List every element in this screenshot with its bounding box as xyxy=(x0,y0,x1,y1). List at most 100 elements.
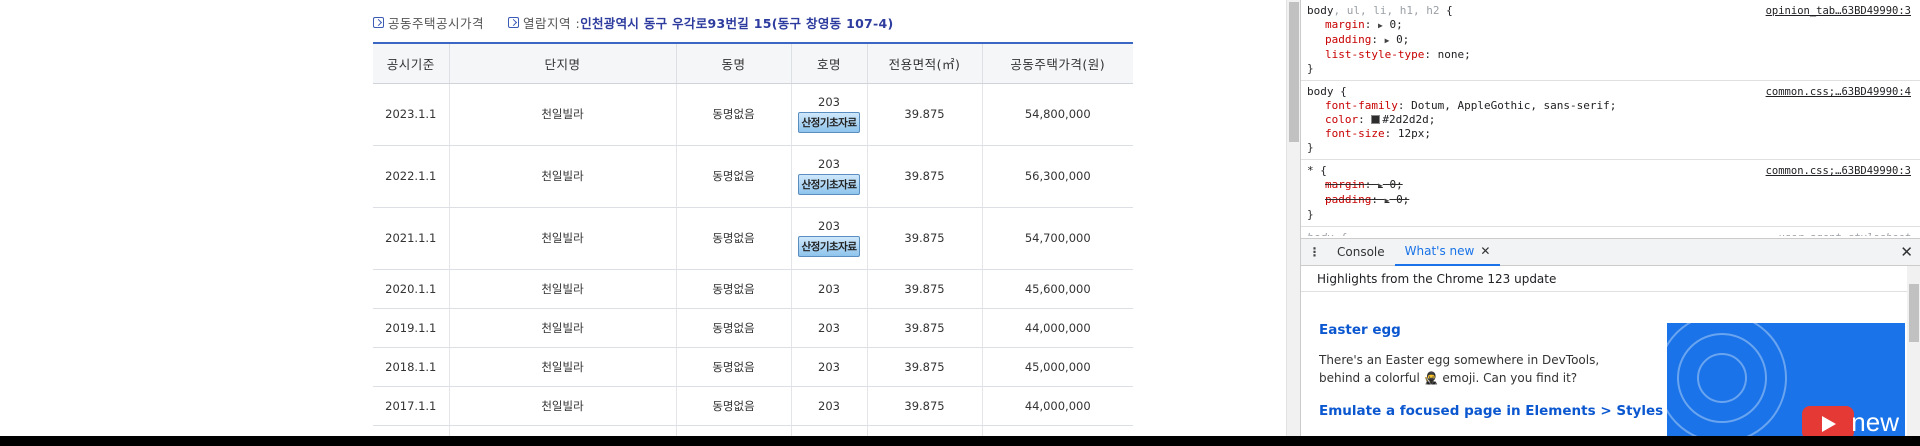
video-thumbnail[interactable]: new xyxy=(1667,323,1905,446)
cell-area: 39.875 xyxy=(867,83,983,146)
css-declaration-overridden[interactable]: margin: ▶ 0; xyxy=(1325,178,1403,191)
table-row: 2021.1.1 천일빌라 동명없음 203 산정기초자료 39.875 54,… xyxy=(373,207,1133,270)
cell-dong: 동명없음 xyxy=(676,347,792,387)
ho-number: 203 xyxy=(818,157,840,171)
cell-date: 2019.1.1 xyxy=(373,308,450,348)
cell-price: 45,000,000 xyxy=(982,347,1133,387)
whats-new-panel: Highlights from the Chrome 123 update Ea… xyxy=(1301,266,1920,446)
cell-area: 39.875 xyxy=(867,207,983,270)
cell-price: 56,300,000 xyxy=(982,145,1133,208)
css-rule: common.css;…63BD49990:4 body { font-fami… xyxy=(1301,81,1920,160)
calc-basis-button[interactable]: 산정기초자료 xyxy=(797,112,861,133)
ho-number: 203 xyxy=(818,95,840,109)
whats-new-title-link[interactable]: Easter egg xyxy=(1319,322,1401,338)
cell-ho: 203 산정기초자료 xyxy=(791,207,868,270)
breadcrumb: 공동주택공시가격 열람지역 : 인천광역시 동구 우각로93번길 15(동구 창… xyxy=(373,13,894,31)
cell-area: 39.875 xyxy=(867,347,983,387)
css-declaration[interactable]: color: #2d2d2d; xyxy=(1325,113,1436,126)
css-declaration[interactable]: padding: ▶ 0; xyxy=(1325,33,1410,46)
rule-source-link[interactable]: common.css;…63BD49990:4 xyxy=(1765,86,1911,98)
cell-price: 44,000,000 xyxy=(982,308,1133,348)
cell-dong: 동명없음 xyxy=(676,386,792,426)
page-scrollbar-thumb[interactable] xyxy=(1289,2,1299,142)
cell-complex: 천일빌라 xyxy=(449,207,677,270)
css-declaration[interactable]: font-size: 12px; xyxy=(1325,127,1431,140)
styles-pane: opinion_tab…63BD49990:3 body, ul, li, h1… xyxy=(1301,0,1920,236)
css-declaration[interactable]: font-family: Dotum, AppleGothic, sans-se… xyxy=(1325,99,1617,112)
devtools-panel: opinion_tab…63BD49990:3 body, ul, li, h1… xyxy=(1300,0,1920,446)
expand-triangle-icon: ▶ xyxy=(1378,21,1383,30)
cell-complex: 천일빌라 xyxy=(449,83,677,146)
calc-basis-button[interactable]: 산정기초자료 xyxy=(797,236,861,257)
whats-new-description: There's an Easter egg somewhere in DevTo… xyxy=(1319,353,1600,385)
column-header-ho: 호명 xyxy=(791,42,868,84)
cell-price: 45,600,000 xyxy=(982,269,1133,309)
rule-selector: * xyxy=(1307,164,1314,177)
cell-ho: 203 xyxy=(791,269,868,309)
close-drawer-icon[interactable]: ✕ xyxy=(1900,243,1913,261)
expand-triangle-icon: ▶ xyxy=(1384,196,1390,205)
price-table: 공시기준 단지명 동명 호명 전용면적(㎡) 공동주택가격(원) 2023.1.… xyxy=(373,42,1133,446)
table-row: 2020.1.1 천일빌라 동명없음 203 39.875 45,600,000 xyxy=(373,269,1133,309)
whats-new-title-link[interactable]: Emulate a focused page in Elements > Sty… xyxy=(1319,403,1664,419)
breadcrumb-region-value: 인천광역시 동구 우각로93번길 15(동구 창영동 107-4) xyxy=(580,15,894,31)
css-declaration[interactable]: margin: ▶ 0; xyxy=(1325,18,1403,31)
rule-selector: body xyxy=(1307,85,1334,98)
css-declaration-overridden[interactable]: padding: ▶ 0; xyxy=(1325,193,1410,206)
cell-price: 54,700,000 xyxy=(982,207,1133,270)
cell-ho: 203 xyxy=(791,386,868,426)
taskbar xyxy=(0,436,1920,446)
cell-ho: 203 xyxy=(791,347,868,387)
column-header-complex: 단지명 xyxy=(449,42,677,84)
chevron-right-icon xyxy=(508,16,520,28)
page-scrollbar[interactable] xyxy=(1286,0,1300,446)
breadcrumb-region-label: 열람지역 : xyxy=(523,15,581,31)
cell-price: 54,800,000 xyxy=(982,83,1133,146)
rule-source-link[interactable]: opinion_tab…63BD49990:3 xyxy=(1765,5,1911,17)
cell-date: 2018.1.1 xyxy=(373,347,450,387)
table-header-row: 공시기준 단지명 동명 호명 전용면적(㎡) 공동주택가격(원) xyxy=(373,42,1133,84)
tab-whats-new[interactable]: What's new ✕ xyxy=(1394,239,1501,266)
cell-dong: 동명없음 xyxy=(676,308,792,348)
cell-dong: 동명없음 xyxy=(676,83,792,146)
table-row: 2017.1.1 천일빌라 동명없음 203 39.875 44,000,000 xyxy=(373,386,1133,426)
color-swatch[interactable] xyxy=(1371,115,1381,124)
breadcrumb-section: 공동주택공시가격 xyxy=(388,15,485,31)
rule-source-link[interactable]: user agent stylesheet xyxy=(1778,231,1911,236)
cell-ho: 203 산정기초자료 xyxy=(791,145,868,208)
table-row: 2019.1.1 천일빌라 동명없음 203 39.875 44,000,000 xyxy=(373,308,1133,348)
promo-label: new xyxy=(1851,407,1899,437)
ho-number: 203 xyxy=(818,219,840,233)
cell-area: 39.875 xyxy=(867,308,983,348)
css-declaration[interactable]: list-style-type: none; xyxy=(1325,48,1471,61)
chevron-right-icon xyxy=(373,16,384,28)
cell-date: 2023.1.1 xyxy=(373,83,450,146)
cell-date: 2022.1.1 xyxy=(373,145,450,208)
rule-selector: body xyxy=(1307,4,1334,17)
cell-dong: 동명없음 xyxy=(676,269,792,309)
whats-new-header: Highlights from the Chrome 123 update xyxy=(1301,266,1920,292)
cell-price: 44,000,000 xyxy=(982,386,1133,426)
youtube-play-icon[interactable] xyxy=(1802,406,1854,440)
cell-area: 39.875 xyxy=(867,145,983,208)
drawer-tab-bar: ⋮ Console What's new ✕ ✕ xyxy=(1301,238,1920,266)
cell-date: 2020.1.1 xyxy=(373,269,450,309)
close-tab-icon[interactable]: ✕ xyxy=(1480,244,1491,258)
whats-new-scrollbar-thumb[interactable] xyxy=(1909,284,1919,342)
calc-basis-button[interactable]: 산정기초자료 xyxy=(797,174,861,195)
css-rule: opinion_tab…63BD49990:3 body, ul, li, h1… xyxy=(1301,0,1920,81)
cell-complex: 천일빌라 xyxy=(449,269,677,309)
column-header-dong: 동명 xyxy=(676,42,792,84)
cell-dong: 동명없음 xyxy=(676,207,792,270)
rule-selector-dim: , ul, li, h1, h2 xyxy=(1333,4,1440,17)
column-header-date: 공시기준 xyxy=(373,42,450,84)
rule-source-link[interactable]: common.css;…63BD49990:3 xyxy=(1765,165,1911,177)
tab-whats-new-label: What's new xyxy=(1404,244,1475,258)
table-row: 2022.1.1 천일빌라 동명없음 203 산정기초자료 39.875 56,… xyxy=(373,145,1133,208)
cell-complex: 천일빌라 xyxy=(449,347,677,387)
whats-new-scrollbar[interactable] xyxy=(1907,266,1920,446)
cell-complex: 천일빌라 xyxy=(449,145,677,208)
more-options-icon[interactable]: ⋮ xyxy=(1308,245,1321,259)
expand-triangle-icon: ▶ xyxy=(1378,181,1383,190)
tab-console[interactable]: Console xyxy=(1337,245,1385,259)
